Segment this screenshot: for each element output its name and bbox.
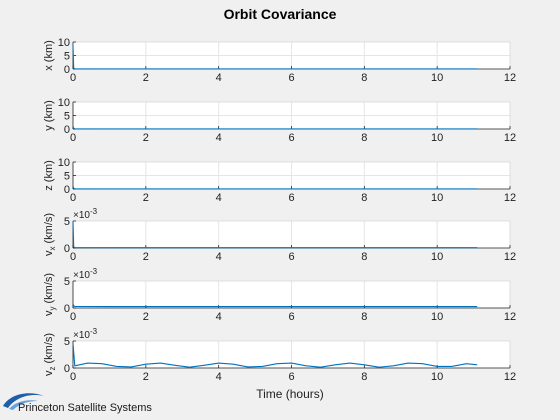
x-tick-label: 6: [288, 132, 294, 144]
x-tick-label: 4: [216, 72, 222, 84]
x-tick-label: 4: [216, 132, 222, 144]
x-tick-label: 8: [361, 371, 367, 383]
y-tick-label: 0: [64, 64, 70, 76]
y-tick-label: 5: [64, 276, 70, 288]
x-tick-label: 8: [361, 72, 367, 84]
y-axis-label: x (km): [43, 40, 55, 71]
y-tick-label: 10: [58, 37, 70, 49]
series-line: [72, 343, 478, 368]
x-tick-label: 2: [143, 371, 149, 383]
x-axis-label: Time (hours): [256, 387, 324, 401]
x-tick-label: 6: [288, 251, 294, 263]
x-tick-label: 4: [216, 371, 222, 383]
x-tick-label: 4: [216, 311, 222, 323]
subplot-5: 0 2 4 6 8 10 12 0 5×10-3 vy (km/s): [43, 267, 516, 323]
y-tick-label: 0: [64, 303, 70, 315]
y-tick-label: 5: [64, 171, 70, 183]
x-tick-label: 6: [288, 192, 294, 204]
x-tick-label: 4: [216, 251, 222, 263]
x-tick-label: 12: [504, 371, 516, 383]
x-tick-label: 0: [70, 371, 76, 383]
y-tick-label: 5: [64, 111, 70, 123]
y-tick-label: 10: [58, 157, 70, 169]
x-tick-label: 12: [504, 192, 516, 204]
y-axis-label: vy (km/s): [43, 273, 57, 316]
logo-swoosh-icon: [3, 393, 44, 408]
x-tick-label: 2: [143, 192, 149, 204]
y-tick-label: 0: [64, 243, 70, 255]
x-tick-label: 2: [143, 132, 149, 144]
pss-logo: Princeton Satellite Systems: [3, 393, 152, 414]
x-tick-label: 2: [143, 311, 149, 323]
x-tick-label: 0: [70, 132, 76, 144]
y-tick-label: 0: [64, 363, 70, 375]
y-axis-label: y (km): [43, 100, 55, 131]
x-tick-label: 0: [70, 311, 76, 323]
x-tick-label: 10: [431, 132, 443, 144]
x-tick-label: 4: [216, 192, 222, 204]
x-tick-label: 12: [504, 311, 516, 323]
series-line: [72, 45, 478, 70]
y-tick-label: 5: [64, 216, 70, 228]
x-tick-label: 10: [431, 192, 443, 204]
x-tick-label: 8: [361, 132, 367, 144]
x-tick-label: 2: [143, 251, 149, 263]
y-exponent-label: ×10-3: [73, 207, 98, 221]
y-axis-label: vx (km/s): [43, 213, 57, 256]
y-tick-label: 5: [64, 51, 70, 63]
y-axis-label: z (km): [43, 160, 55, 191]
y-tick-label: 10: [58, 97, 70, 109]
y-tick-label: 0: [64, 184, 70, 196]
x-tick-label: 2: [143, 72, 149, 84]
x-tick-label: 6: [288, 371, 294, 383]
x-tick-label: 6: [288, 72, 294, 84]
series-line: [72, 303, 478, 308]
x-tick-label: 8: [361, 192, 367, 204]
logo-text: Princeton Satellite Systems: [18, 402, 152, 414]
x-tick-label: 10: [431, 72, 443, 84]
logo-swoosh-inner-icon: [9, 400, 38, 410]
x-tick-label: 6: [288, 311, 294, 323]
series-line: [72, 186, 478, 190]
y-tick-label: 0: [64, 124, 70, 136]
x-tick-label: 12: [504, 251, 516, 263]
figure-title: Orbit Covariance: [224, 6, 337, 22]
series-line: [72, 220, 478, 249]
x-tick-label: 8: [361, 251, 367, 263]
y-exponent-label: ×10-3: [73, 327, 98, 341]
y-axis-label: vz (km/s): [43, 333, 57, 376]
x-tick-label: 10: [431, 251, 443, 263]
x-tick-label: 10: [431, 311, 443, 323]
x-tick-label: 8: [361, 311, 367, 323]
series-line: [72, 126, 478, 130]
x-tick-label: 0: [70, 251, 76, 263]
x-tick-label: 12: [504, 72, 516, 84]
x-tick-label: 0: [70, 72, 76, 84]
x-tick-label: 10: [431, 371, 443, 383]
y-tick-label: 5: [64, 336, 70, 348]
x-tick-label: 0: [70, 192, 76, 204]
x-tick-label: 12: [504, 132, 516, 144]
subplot-4: 0 2 4 6 8 10 12 0 5×10-3 vx (km/s): [43, 207, 516, 263]
subplot-6: 0 2 4 6 8 10 12 0 5×10-3 vz (km/s): [43, 327, 516, 383]
y-exponent-label: ×10-3: [73, 267, 98, 281]
